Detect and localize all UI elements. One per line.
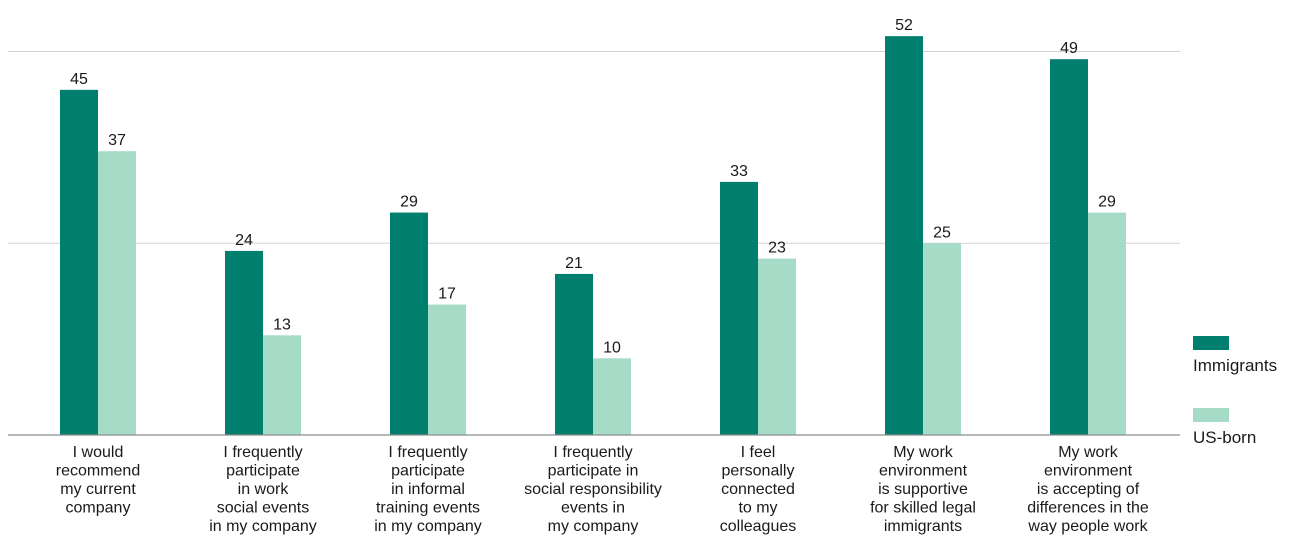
category-label-6-line-3: is supportive bbox=[878, 481, 968, 498]
category-label-5-line-3: connected bbox=[721, 481, 795, 498]
bar-immigrants-1 bbox=[60, 89, 98, 435]
value-label-immigrants-3: 29 bbox=[400, 194, 418, 211]
category-label-2-line-4: social events bbox=[217, 500, 310, 517]
category-label-7-line-2: environment bbox=[1044, 463, 1133, 480]
category-label-4-line-5: my company bbox=[548, 518, 639, 535]
category-label-3-line-2: participate bbox=[391, 463, 465, 480]
category-label-6-line-2: environment bbox=[879, 463, 968, 480]
bar-immigrants-7 bbox=[1050, 59, 1088, 436]
category-label-3-line-3: in informal bbox=[391, 481, 465, 498]
bar-chart: 45 37 24 13 29 17 21 10 33 23 52 25 49 29 I would reco… bbox=[8, 17, 1180, 535]
value-label-us-born-2: 13 bbox=[273, 316, 291, 333]
legend: Immigrants US-born bbox=[1193, 336, 1298, 480]
category-label-1: I would recommend my current company bbox=[56, 444, 140, 517]
category-label-7-line-5: way people work bbox=[1027, 518, 1148, 535]
legend-label-immigrants: Immigrants bbox=[1193, 356, 1278, 375]
bar-us-born-7 bbox=[1088, 212, 1126, 435]
category-label-1-line-1: I would bbox=[73, 444, 124, 461]
legend-label-us-born: US-born bbox=[1193, 428, 1257, 447]
category-label-4-line-4: events in bbox=[561, 500, 625, 517]
category-label-1-line-4: company bbox=[66, 500, 131, 517]
value-label-immigrants-5: 33 bbox=[730, 163, 748, 180]
legend-swatch-us-born bbox=[1193, 408, 1229, 422]
category-label-2-line-1: I frequently bbox=[223, 444, 302, 461]
category-label-5: I feel personally connected to my colleagues bbox=[720, 444, 797, 535]
category-label-2-line-5: in my company bbox=[209, 518, 317, 535]
category-label-6-line-1: My work bbox=[893, 444, 954, 461]
bar-immigrants-4 bbox=[555, 273, 593, 435]
category-label-2: I frequently participate in work social eve… bbox=[209, 444, 317, 535]
category-label-6-line-5: immigrants bbox=[884, 518, 962, 535]
value-label-immigrants-1: 45 bbox=[70, 71, 88, 88]
category-label-5-line-2: personally bbox=[722, 463, 795, 480]
gridlines bbox=[8, 51, 1180, 244]
category-label-3-line-5: in my company bbox=[374, 518, 482, 535]
category-label-3-line-1: I frequently bbox=[388, 444, 467, 461]
category-label-1-line-3: my current bbox=[60, 481, 136, 498]
category-label-7-line-4: differences in the bbox=[1027, 500, 1149, 517]
value-label-immigrants-6: 52 bbox=[895, 17, 913, 34]
legend-item-immigrants: Immigrants bbox=[1193, 336, 1298, 408]
category-label-3-line-4: training events bbox=[376, 500, 480, 517]
value-label-us-born-6: 25 bbox=[933, 224, 951, 241]
category-labels: I would recommend my current company I frequ… bbox=[56, 444, 1149, 535]
category-label-5-line-4: to my bbox=[738, 500, 777, 517]
bar-us-born-6 bbox=[923, 243, 961, 435]
category-label-5-line-5: colleagues bbox=[720, 518, 797, 535]
bars bbox=[60, 36, 1126, 436]
bar-us-born-1 bbox=[98, 151, 136, 435]
bar-immigrants-5 bbox=[720, 181, 758, 435]
bar-us-born-2 bbox=[263, 335, 301, 435]
category-label-3: I frequently participate in informal traini… bbox=[374, 444, 482, 535]
category-label-2-line-3: in work bbox=[238, 481, 290, 498]
value-label-us-born-1: 37 bbox=[108, 132, 126, 149]
category-label-4-line-1: I frequently bbox=[553, 444, 632, 461]
value-label-us-born-4: 10 bbox=[603, 339, 621, 356]
bar-immigrants-6 bbox=[885, 36, 923, 435]
category-label-5-line-1: I feel bbox=[741, 444, 776, 461]
bar-us-born-5 bbox=[758, 258, 796, 435]
bar-immigrants-3 bbox=[390, 212, 428, 435]
value-label-immigrants-4: 21 bbox=[565, 255, 583, 272]
category-label-7-line-3: is accepting of bbox=[1037, 481, 1140, 498]
category-label-4: I frequently participate in social respons… bbox=[524, 444, 662, 535]
value-labels: 45 37 24 13 29 17 21 10 33 23 52 25 49 29 bbox=[70, 17, 1116, 356]
legend-item-us-born: US-born bbox=[1193, 408, 1298, 480]
bar-us-born-4 bbox=[593, 358, 631, 435]
category-label-2-line-2: participate bbox=[226, 463, 300, 480]
value-label-us-born-7: 29 bbox=[1098, 194, 1116, 211]
category-label-7: My work environment is accepting of differe… bbox=[1027, 444, 1149, 535]
legend-swatch-immigrants bbox=[1193, 336, 1229, 350]
value-label-us-born-3: 17 bbox=[438, 286, 456, 303]
category-label-6-line-4: for skilled legal bbox=[870, 500, 976, 517]
category-label-7-line-1: My work bbox=[1058, 444, 1119, 461]
bar-us-born-3 bbox=[428, 304, 466, 435]
value-label-immigrants-7: 49 bbox=[1060, 40, 1078, 57]
category-label-6: My work environment is supportive for skill… bbox=[870, 444, 976, 535]
category-label-1-line-2: recommend bbox=[56, 463, 140, 480]
category-label-4-line-2: participate in bbox=[548, 463, 639, 480]
value-label-us-born-5: 23 bbox=[768, 240, 786, 257]
bar-immigrants-2 bbox=[225, 250, 263, 435]
category-label-4-line-3: social responsibility bbox=[524, 481, 662, 498]
value-label-immigrants-2: 24 bbox=[235, 232, 253, 249]
